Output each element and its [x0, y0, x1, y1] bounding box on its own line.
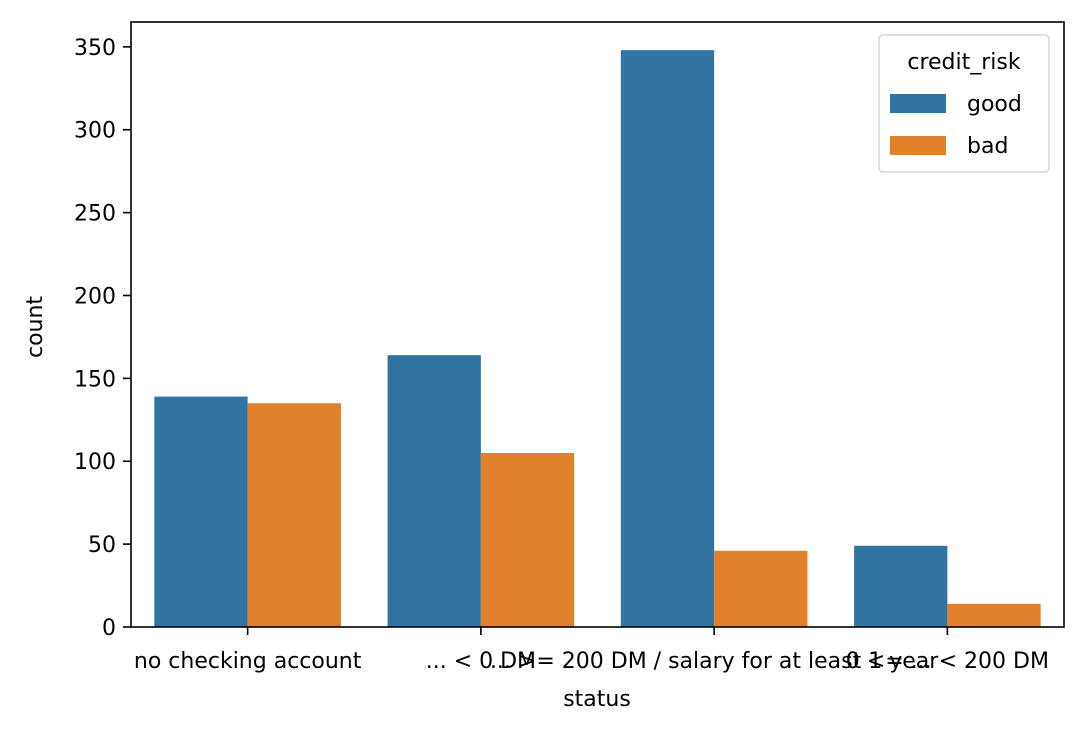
x-tick-label-2: ... >= 200 DM / salary for at least 1 ye… — [490, 649, 939, 674]
bar-bad-3 — [947, 603, 1041, 627]
bars-group — [154, 50, 1041, 627]
y-tick-label-2: 100 — [74, 450, 116, 475]
x-tick-label-0: no checking account — [134, 649, 362, 674]
x-axis-label: status — [563, 687, 631, 712]
y-tick-label-3: 150 — [74, 367, 116, 392]
y-axis-label: count — [23, 296, 48, 358]
bar-good-0 — [154, 396, 248, 627]
plot-frame — [130, 21, 1065, 628]
x-axis-ticks: no checking account ... < 0 DM... >= 200 … — [134, 627, 1049, 674]
x-tick-label-3: 0 <= ... < 200 DM — [846, 649, 1049, 674]
legend-swatch-good — [890, 94, 946, 113]
y-tick-label-7: 350 — [74, 36, 116, 61]
bar-bad-2 — [714, 550, 808, 627]
legend-label-good: good — [967, 92, 1022, 117]
y-tick-label-0: 0 — [102, 616, 116, 641]
y-axis-ticks: 0 50 100 150 200 250 300 350 — [74, 36, 131, 641]
y-tick-label-5: 250 — [74, 202, 116, 227]
y-tick-label-1: 50 — [88, 533, 116, 558]
bar-bad-1 — [480, 452, 575, 627]
bar-bad-0 — [247, 403, 341, 627]
bar-good-1 — [387, 355, 481, 627]
y-tick-label-6: 300 — [74, 119, 116, 144]
bar-good-3 — [854, 545, 948, 627]
legend-label-bad: bad — [967, 134, 1008, 159]
legend-title: credit_risk — [907, 50, 1021, 75]
legend-swatch-bad — [890, 136, 946, 155]
y-tick-label-4: 200 — [74, 284, 116, 309]
legend: credit_risk good bad — [878, 34, 1050, 173]
bar-good-2 — [620, 50, 715, 627]
x-tick-label-1: ... < 0 DM — [426, 649, 536, 674]
